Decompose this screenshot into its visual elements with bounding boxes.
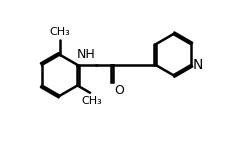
Text: N: N (192, 58, 203, 72)
Text: O: O (114, 84, 124, 97)
Text: NH: NH (77, 48, 96, 61)
Text: CH₃: CH₃ (81, 96, 102, 106)
Text: CH₃: CH₃ (49, 27, 70, 37)
